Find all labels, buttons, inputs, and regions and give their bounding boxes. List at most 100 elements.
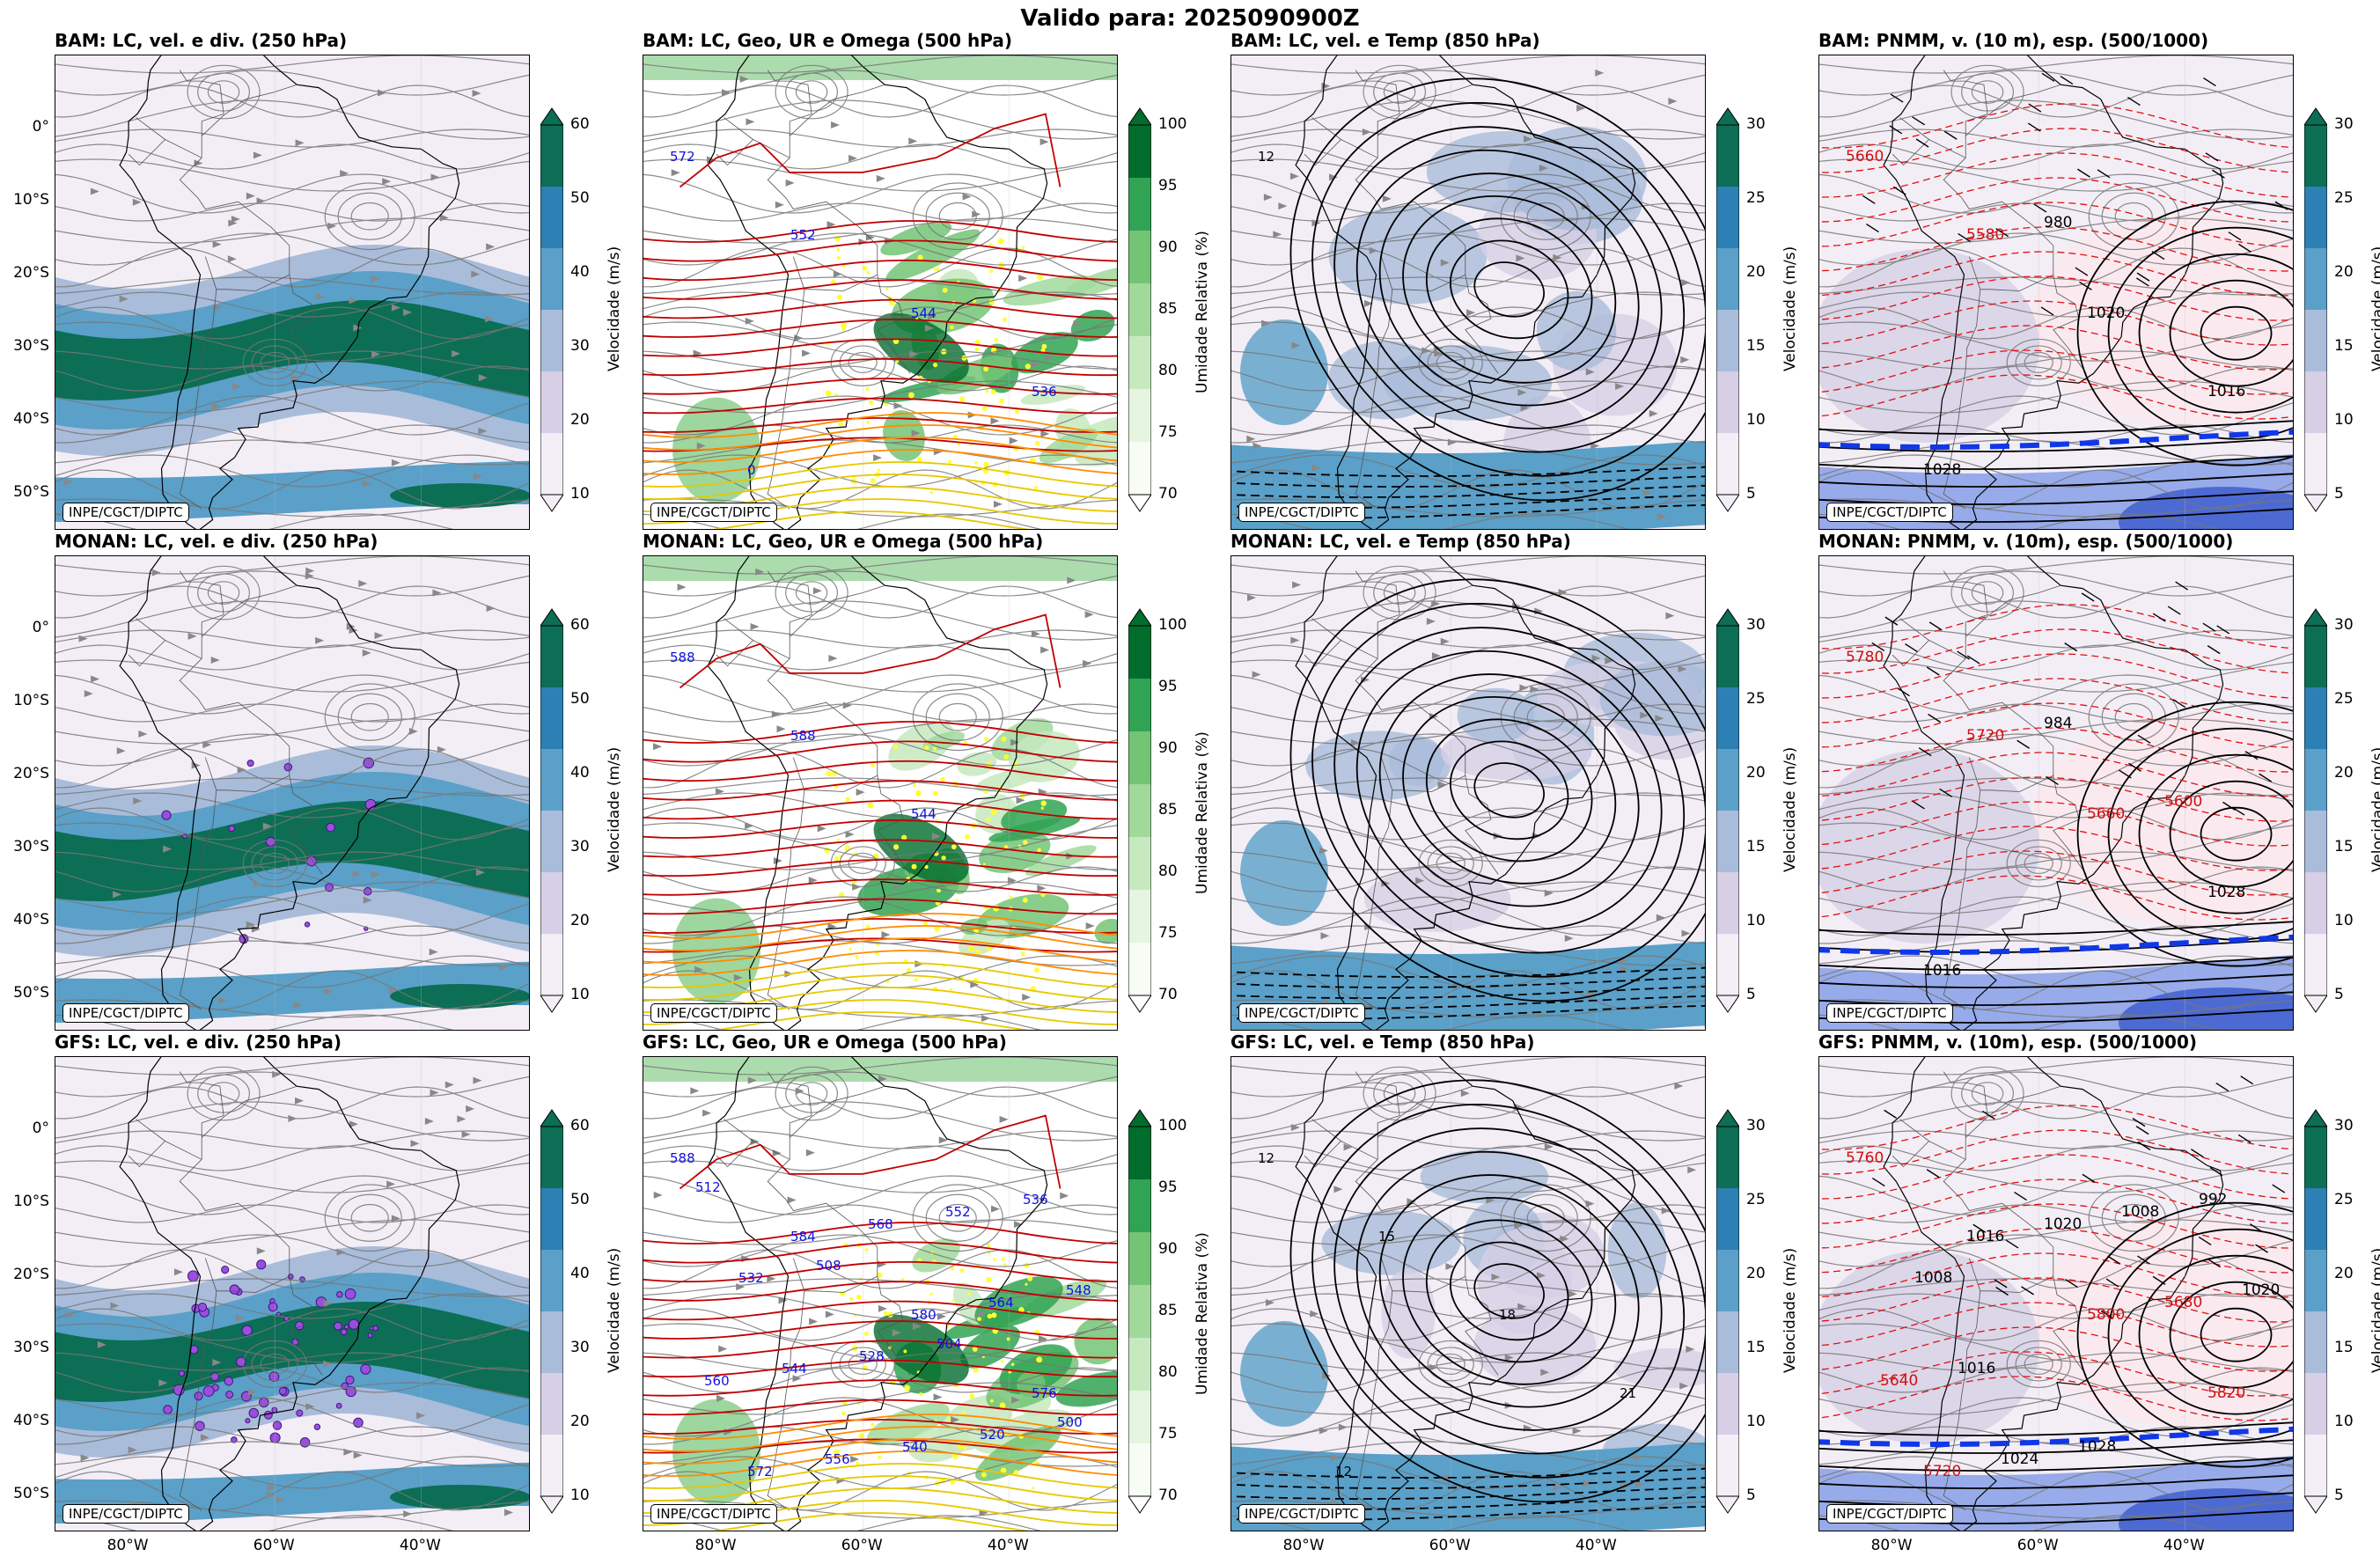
colorbar-tick-label: 90 xyxy=(1158,1240,1178,1258)
colorbar-tick-label: 100 xyxy=(1158,115,1187,133)
contour-label: 5580 xyxy=(1966,226,2004,244)
credit-badge: INPE/CGCT/DIPTC xyxy=(62,1504,189,1524)
lon-tick-label: 40°W xyxy=(2163,1537,2205,1554)
colorbar-tick-label: 15 xyxy=(2334,1339,2354,1356)
colorbar-label: Velocidade (m/s) xyxy=(606,746,623,872)
figure-title: Valido para: 2025090900Z xyxy=(1020,5,1360,32)
colorbar-tick-label: 50 xyxy=(570,1191,590,1208)
contour-label: 512 xyxy=(695,1179,721,1195)
contour-label: 544 xyxy=(782,1361,807,1377)
colorbar xyxy=(1715,608,1740,1013)
colorbar-tick-label: 25 xyxy=(1746,189,1766,207)
contour-label: 548 xyxy=(1066,1282,1091,1298)
contour-label: 520 xyxy=(980,1427,1005,1443)
colorbar-label: Velocidade (m/s) xyxy=(1781,1247,1799,1373)
contour-label: 500 xyxy=(1057,1414,1083,1430)
colorbar xyxy=(2303,107,2328,512)
contour-label: 1016 xyxy=(1923,962,1961,980)
colorbar-tick-label: 50 xyxy=(570,189,590,207)
colorbar xyxy=(2303,608,2328,1013)
colorbar xyxy=(1128,608,1152,1013)
colorbar-label: Velocidade (m/s) xyxy=(2369,746,2380,872)
colorbar-tick-label: 60 xyxy=(570,616,590,634)
colorbar xyxy=(1128,1109,1152,1514)
contour-label: 1020 xyxy=(2087,305,2125,322)
colorbar-tick-label: 85 xyxy=(1158,1302,1178,1319)
colorbar-tick-label: 20 xyxy=(570,1413,590,1430)
panel-title: BAM: PNMM, v. (10 m), esp. (500/1000) xyxy=(1818,30,2209,51)
colorbar-tick-label: 75 xyxy=(1158,423,1178,441)
credit-badge: INPE/CGCT/DIPTC xyxy=(1238,503,1365,522)
colorbar-tick-label: 10 xyxy=(2334,411,2354,429)
contour-label: 544 xyxy=(911,806,937,822)
contour-label: 536 xyxy=(1032,384,1057,400)
colorbar-tick-label: 20 xyxy=(2334,1265,2354,1282)
colorbar xyxy=(540,107,564,512)
lat-tick-label: 10°S xyxy=(13,191,49,209)
contour-label: 5640 xyxy=(1880,1372,1918,1390)
colorbar-tick-label: 15 xyxy=(1746,838,1766,855)
contour-label: 0 xyxy=(747,462,756,478)
contour-label: 504 xyxy=(937,1336,962,1352)
contour-label: 5760 xyxy=(1846,1149,1884,1167)
contour-label: 536 xyxy=(1023,1192,1048,1208)
lat-tick-label: 20°S xyxy=(13,1266,49,1284)
colorbar-tick-label: 90 xyxy=(1158,239,1178,256)
contour-label: 564 xyxy=(988,1295,1014,1311)
contour-label: 552 xyxy=(790,227,816,243)
colorbar xyxy=(540,1109,564,1514)
contour-label: 528 xyxy=(859,1348,885,1364)
map-panel: INPE/CGCT/DIPTC xyxy=(1230,555,1706,1031)
colorbar-tick-label: 75 xyxy=(1158,1425,1178,1443)
colorbar-tick-label: 85 xyxy=(1158,801,1178,819)
credit-badge: INPE/CGCT/DIPTC xyxy=(1826,1003,1953,1023)
contour-label: 5720 xyxy=(1966,727,2004,745)
lon-tick-label: 60°W xyxy=(1429,1537,1471,1554)
contour-label: 1008 xyxy=(2121,1203,2159,1221)
map-canvas: 588 584 580 576 572 568 564 560 556 552 548 544 540 5… xyxy=(643,1057,1117,1531)
colorbar-tick-label: 40 xyxy=(570,263,590,281)
contour-label: 560 xyxy=(704,1373,730,1389)
colorbar-tick-label: 70 xyxy=(1158,485,1178,503)
lat-tick-label: 0° xyxy=(32,118,49,136)
colorbar-label: Velocidade (m/s) xyxy=(1781,746,1799,872)
colorbar-tick-label: 10 xyxy=(2334,1413,2354,1430)
map-panel: INPE/CGCT/DIPTC xyxy=(55,55,530,530)
colorbar-tick-label: 10 xyxy=(570,1487,590,1504)
colorbar-label: Umidade Relativa (%) xyxy=(1194,231,1211,393)
contour-label: 588 xyxy=(670,1150,695,1166)
contour-label: 5780 xyxy=(1846,649,1884,666)
map-canvas: 5760 1016 5800 5820 5720 1020 5680 5640 1024 1008… xyxy=(1819,1057,2293,1531)
credit-badge: INPE/CGCT/DIPTC xyxy=(1826,1504,1953,1524)
colorbar-label: Velocidade (m/s) xyxy=(606,246,623,371)
colorbar-tick-label: 80 xyxy=(1158,863,1178,880)
lat-tick-label: 50°S xyxy=(13,984,49,1002)
colorbar-tick-label: 30 xyxy=(570,337,590,355)
contour-label: 1024 xyxy=(2001,1450,2038,1468)
colorbar-tick-label: 70 xyxy=(1158,986,1178,1003)
colorbar-label: Velocidade (m/s) xyxy=(2369,246,2380,371)
panel-title: GFS: LC, vel. e Temp (850 hPa) xyxy=(1230,1032,1535,1053)
contour-label: 1008 xyxy=(1914,1269,1952,1287)
contour-label: 540 xyxy=(902,1439,928,1455)
map-panel: 5760 1016 5800 5820 5720 1020 5680 5640 1024 1008… xyxy=(1818,1056,2294,1531)
panel-title: GFS: PNMM, v. (10m), esp. (500/1000) xyxy=(1818,1032,2198,1053)
lat-tick-label: 50°S xyxy=(13,1485,49,1503)
lon-tick-label: 40°W xyxy=(399,1537,441,1554)
colorbar-tick-label: 85 xyxy=(1158,300,1178,318)
colorbar-tick-label: 10 xyxy=(1746,411,1766,429)
contour-label: 544 xyxy=(911,305,937,321)
colorbar-label: Velocidade (m/s) xyxy=(606,1247,623,1373)
contour-label: 532 xyxy=(738,1270,764,1286)
colorbar-tick-label: 15 xyxy=(1746,337,1766,355)
colorbar-tick-label: 20 xyxy=(570,411,590,429)
colorbar-tick-label: 30 xyxy=(570,838,590,855)
colorbar-tick-label: 30 xyxy=(2334,616,2354,634)
colorbar-label: Umidade Relativa (%) xyxy=(1194,731,1211,894)
map-panel: 12 15 18 21 12 INPE/CGCT/DIPTC xyxy=(1230,1056,1706,1531)
colorbar-tick-label: 5 xyxy=(2334,1487,2344,1504)
colorbar-tick-label: 20 xyxy=(2334,263,2354,281)
colorbar-tick-label: 95 xyxy=(1158,177,1178,195)
colorbar-tick-label: 40 xyxy=(570,1265,590,1282)
contour-label: 1016 xyxy=(1966,1228,2004,1245)
